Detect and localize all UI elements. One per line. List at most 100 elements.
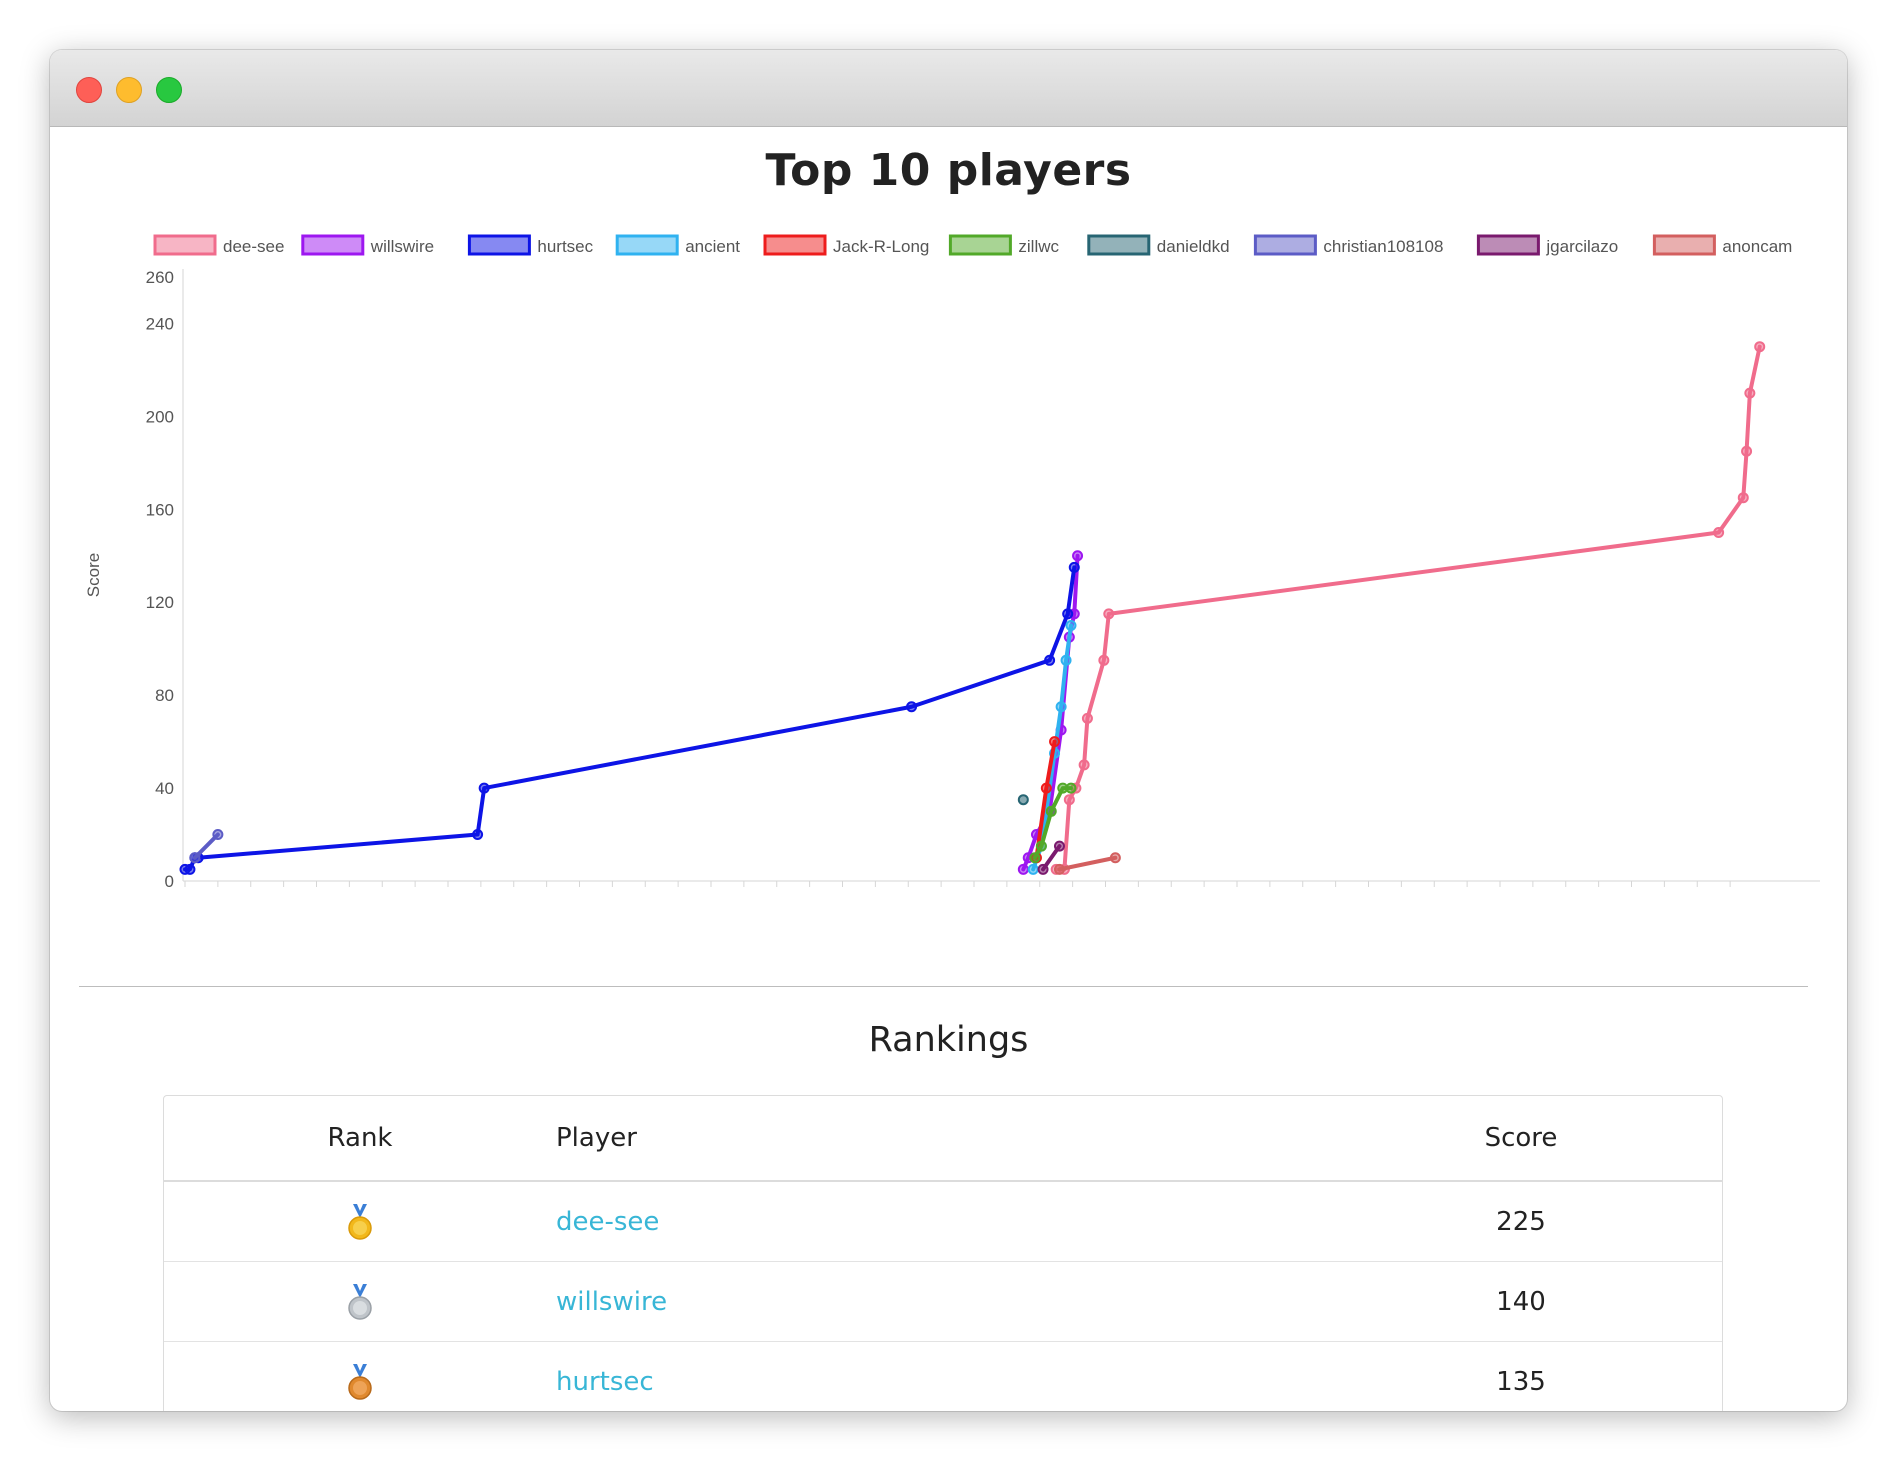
data-point [212, 829, 224, 841]
data-point [1098, 654, 1110, 666]
rankings-title: Rankings [868, 1020, 1029, 1060]
y-tick-label: 80 [155, 686, 174, 705]
minimize-window-button[interactable] [116, 77, 142, 103]
legend-swatch [763, 234, 827, 256]
rankings-table: Rank Player Score [163, 1095, 1723, 1411]
y-tick-label: 160 [146, 500, 174, 519]
y-tick-label: 260 [146, 268, 174, 287]
legend-swatch [301, 234, 365, 256]
player-link[interactable]: dee-see [556, 1206, 660, 1237]
table-row: dee-see 225 [164, 1181, 1722, 1262]
silver-medal-icon [348, 1283, 372, 1320]
data-point [1062, 608, 1074, 620]
legend-swatch [1652, 234, 1716, 256]
y-tick-label: 240 [146, 314, 174, 333]
score-column-header: Score [1320, 1096, 1722, 1182]
player-cell: dee-see [556, 1181, 1320, 1262]
score-cell: 140 [1320, 1261, 1722, 1342]
data-point [1072, 550, 1084, 562]
score-cell: 225 [1320, 1181, 1722, 1262]
data-point [1713, 527, 1725, 539]
data-point [1737, 492, 1749, 504]
title-bar [50, 50, 1847, 127]
data-point [1017, 794, 1029, 806]
y-axis-title: Score [84, 553, 103, 597]
rank-cell [164, 1261, 556, 1342]
table-row: willswire 140 [164, 1261, 1722, 1342]
data-point [1053, 863, 1065, 875]
data-point [1027, 863, 1039, 875]
data-point [1017, 863, 1029, 875]
legend-label: Jack-R-Long [833, 237, 929, 256]
legend-label: ancient [685, 237, 740, 256]
legend-swatch [1476, 234, 1540, 256]
y-tick-label: 40 [155, 779, 174, 798]
rank-column-header: Rank [164, 1096, 556, 1182]
y-tick-label: 120 [146, 593, 174, 612]
gold-medal-icon [348, 1203, 372, 1240]
legend-label: dee-see [223, 237, 284, 256]
data-point [1049, 736, 1061, 748]
data-point [189, 852, 201, 864]
data-point [1103, 608, 1115, 620]
legend-swatch [615, 234, 679, 256]
maximize-window-button[interactable] [156, 77, 182, 103]
legend-swatch [467, 234, 531, 256]
data-point [1744, 387, 1756, 399]
data-point [1065, 782, 1077, 794]
close-window-button[interactable] [76, 77, 102, 103]
data-point [1029, 852, 1041, 864]
data-point [1063, 794, 1075, 806]
data-point [906, 701, 918, 713]
table-header-row: Rank Player Score [164, 1096, 1722, 1182]
data-point [1078, 759, 1090, 771]
player-column-header: Player [556, 1096, 1320, 1182]
data-point [1045, 805, 1057, 817]
table-row: hurtsec 135 [164, 1341, 1722, 1411]
legend-swatch [948, 234, 1012, 256]
legend-label: hurtsec [537, 237, 593, 256]
page-title: Top 10 players [765, 145, 1132, 196]
data-point [1109, 852, 1121, 864]
browser-window: Top 10 players 0 40 80 120 160 200 240 260 Score… [50, 50, 1847, 1411]
data-point [1055, 701, 1067, 713]
series-line-dee-see [1054, 344, 1762, 872]
data-point [1068, 561, 1080, 573]
data-point [472, 829, 484, 841]
data-point [1037, 863, 1049, 875]
series-line-hurtsec [183, 565, 1077, 872]
player-cell: willswire [556, 1261, 1320, 1342]
data-point [1741, 445, 1753, 457]
page-content: Top 10 players 0 40 80 120 160 200 240 260 Score… [50, 127, 1847, 1411]
legend-swatch [1253, 234, 1317, 256]
legend-swatch [153, 234, 217, 256]
data-point [184, 863, 196, 875]
player-link[interactable]: hurtsec [556, 1366, 654, 1397]
legend-label: danieldkd [1157, 237, 1230, 256]
data-point [1060, 654, 1072, 666]
section-divider [79, 986, 1808, 987]
data-point [1754, 341, 1766, 353]
data-point [1053, 840, 1065, 852]
legend-label: zillwc [1018, 237, 1059, 256]
legend-label: christian108108 [1323, 237, 1443, 256]
rank-cell [164, 1341, 556, 1411]
player-link[interactable]: willswire [556, 1286, 668, 1317]
player-cell: hurtsec [556, 1341, 1320, 1411]
legend-swatch [1087, 234, 1151, 256]
score-cell: 135 [1320, 1341, 1722, 1411]
rank-cell [164, 1181, 556, 1262]
data-point [478, 782, 490, 794]
y-tick-label: 200 [146, 407, 174, 426]
data-point [1040, 782, 1052, 794]
data-point [1044, 654, 1056, 666]
data-point [1035, 840, 1047, 852]
score-chart: 04080120160200240260Score7AM8AM9AM10AM11… [84, 234, 1820, 887]
bronze-medal-icon [348, 1363, 372, 1400]
y-tick-label: 0 [165, 872, 174, 887]
data-point [1065, 619, 1077, 631]
legend-label: anoncam [1722, 237, 1792, 256]
legend-label: willswire [370, 237, 434, 256]
legend-label: jgarcilazo [1545, 237, 1618, 256]
series-line-anoncam [1057, 855, 1118, 872]
